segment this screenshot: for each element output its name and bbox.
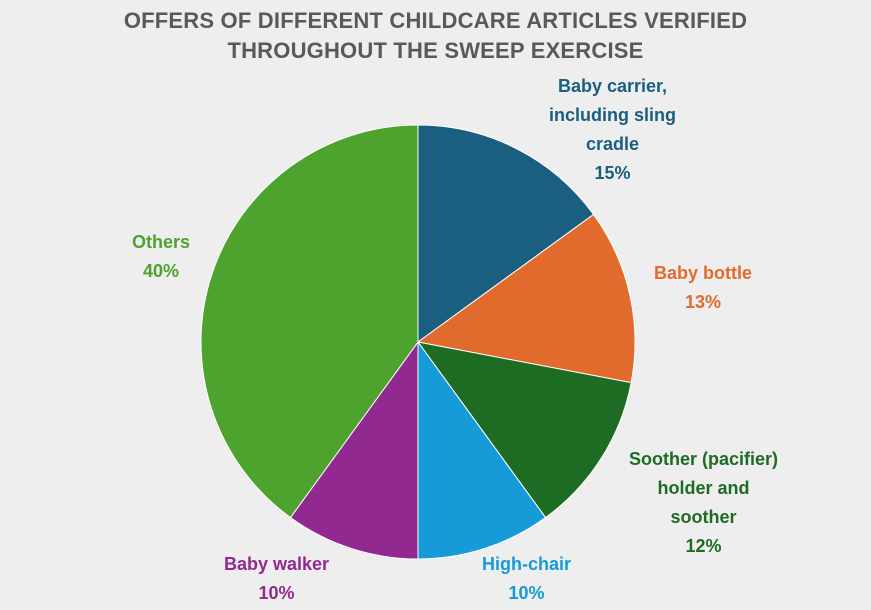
slice-label-1-percent: 13% xyxy=(684,292,722,312)
slice-label-5-percent: 40% xyxy=(143,261,180,281)
pie-slice-2 xyxy=(416,341,632,519)
pie-slice-5 xyxy=(200,124,419,519)
pie-slice-3 xyxy=(417,340,547,560)
slice-label-4: Baby walker 10% xyxy=(224,550,329,608)
slice-label-0-percent: 15% xyxy=(594,163,631,183)
slice-label-4-name-line: Baby walker xyxy=(224,554,330,574)
slice-label-1: Baby bottle 13% xyxy=(654,259,752,317)
slice-label-3-name-line: High-chair xyxy=(482,554,572,574)
slice-label-2-name-line: Soother (pacifier) xyxy=(629,449,779,469)
slice-label-2-name-line: soother xyxy=(670,507,737,527)
slice-label-2: Soother (pacifier) holder and soother 12% xyxy=(629,445,778,561)
slice-label-0-name-line: Baby carrier, xyxy=(557,76,668,96)
slice-label-5-name-line: Others xyxy=(132,232,191,252)
slice-label-0-name-line: including sling xyxy=(549,105,676,125)
slice-label-0-name-line: cradle xyxy=(585,134,640,154)
slice-label-5: Others 40% xyxy=(132,228,190,286)
slice-label-0: Baby carrier, including sling cradle 15% xyxy=(549,72,676,188)
slice-label-1-name-line: Baby bottle xyxy=(654,263,753,283)
slice-label-3-percent: 10% xyxy=(508,583,545,603)
slice-label-4-percent: 10% xyxy=(258,583,295,603)
chart-title: OFFERS OF DIFFERENT CHILDCARE ARTICLES V… xyxy=(0,6,871,66)
slice-label-2-name-line: holder and xyxy=(657,478,750,498)
pie-slice-0 xyxy=(417,124,595,343)
pie-slice-1 xyxy=(416,213,636,384)
chart-title-line-2: THROUGHOUT THE SWEEP EXERCISE xyxy=(227,38,644,63)
slice-label-2-percent: 12% xyxy=(685,536,722,556)
pie-slice-4 xyxy=(289,340,419,560)
slice-label-3: High-chair 10% xyxy=(482,550,571,608)
chart-title-line-1: OFFERS OF DIFFERENT CHILDCARE ARTICLES V… xyxy=(123,8,748,33)
